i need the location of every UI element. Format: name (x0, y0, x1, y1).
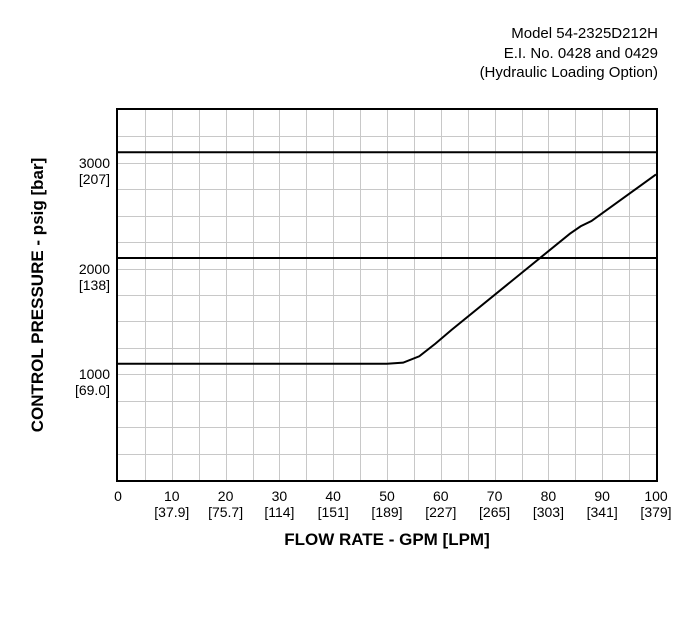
x-tick-secondary: [75.7] (208, 504, 243, 520)
x-tick-secondary: [265] (479, 504, 510, 520)
x-tick-secondary: [189] (371, 504, 402, 520)
curve-characteristic (118, 174, 656, 363)
y-tick-label: 2000[138] (79, 260, 110, 292)
x-tick-primary: 20 (208, 488, 243, 504)
x-tick-secondary: [227] (425, 504, 456, 520)
x-tick-label: 40[151] (318, 488, 349, 520)
x-tick-primary: 100 (640, 488, 671, 504)
x-tick-label: 60[227] (425, 488, 456, 520)
x-tick-label: 80[303] (533, 488, 564, 520)
y-tick-primary: 1000 (75, 366, 110, 382)
x-tick-label: 90[341] (587, 488, 618, 520)
y-tick-secondary: [138] (79, 277, 110, 293)
y-tick-label: 1000[69.0] (75, 366, 110, 398)
x-tick-primary: 60 (425, 488, 456, 504)
x-tick-primary: 70 (479, 488, 510, 504)
curves-layer (118, 110, 656, 480)
header-line3: (Hydraulic Loading Option) (480, 63, 658, 83)
x-axis-title: FLOW RATE - GPM [LPM] (116, 530, 658, 550)
x-tick-label: 70[265] (479, 488, 510, 520)
x-tick-secondary: [37.9] (154, 504, 189, 520)
y-tick-secondary: [207] (79, 171, 110, 187)
x-tick-label: 10[37.9] (154, 488, 189, 520)
header-line1: Model 54-2325D212H (480, 24, 658, 44)
y-axis-title: CONTROL PRESSURE - psig [bar] (28, 108, 48, 482)
y-tick-label: 3000[207] (79, 155, 110, 187)
x-tick-label: 50[189] (371, 488, 402, 520)
x-tick-secondary: [379] (640, 504, 671, 520)
x-tick-secondary: [114] (264, 504, 294, 520)
x-tick-primary: 90 (587, 488, 618, 504)
x-tick-primary: 80 (533, 488, 564, 504)
x-tick-label: 20[75.7] (208, 488, 243, 520)
x-tick-label: 100[379] (640, 488, 671, 520)
x-tick-primary: 40 (318, 488, 349, 504)
x-tick-secondary: [341] (587, 504, 618, 520)
y-tick-primary: 2000 (79, 260, 110, 276)
x-tick-primary: 0 (114, 488, 122, 504)
chart-plot-area (116, 108, 658, 482)
x-tick-primary: 10 (154, 488, 189, 504)
y-tick-secondary: [69.0] (75, 382, 110, 398)
x-tick-label: 0 (114, 488, 122, 504)
header-line2: E.I. No. 0428 and 0429 (480, 44, 658, 64)
model-header: Model 54-2325D212HE.I. No. 0428 and 0429… (480, 24, 658, 83)
x-tick-secondary: [151] (318, 504, 349, 520)
x-tick-primary: 30 (264, 488, 294, 504)
x-tick-primary: 50 (371, 488, 402, 504)
x-tick-secondary: [303] (533, 504, 564, 520)
x-tick-label: 30[114] (264, 488, 294, 520)
y-tick-primary: 3000 (79, 155, 110, 171)
